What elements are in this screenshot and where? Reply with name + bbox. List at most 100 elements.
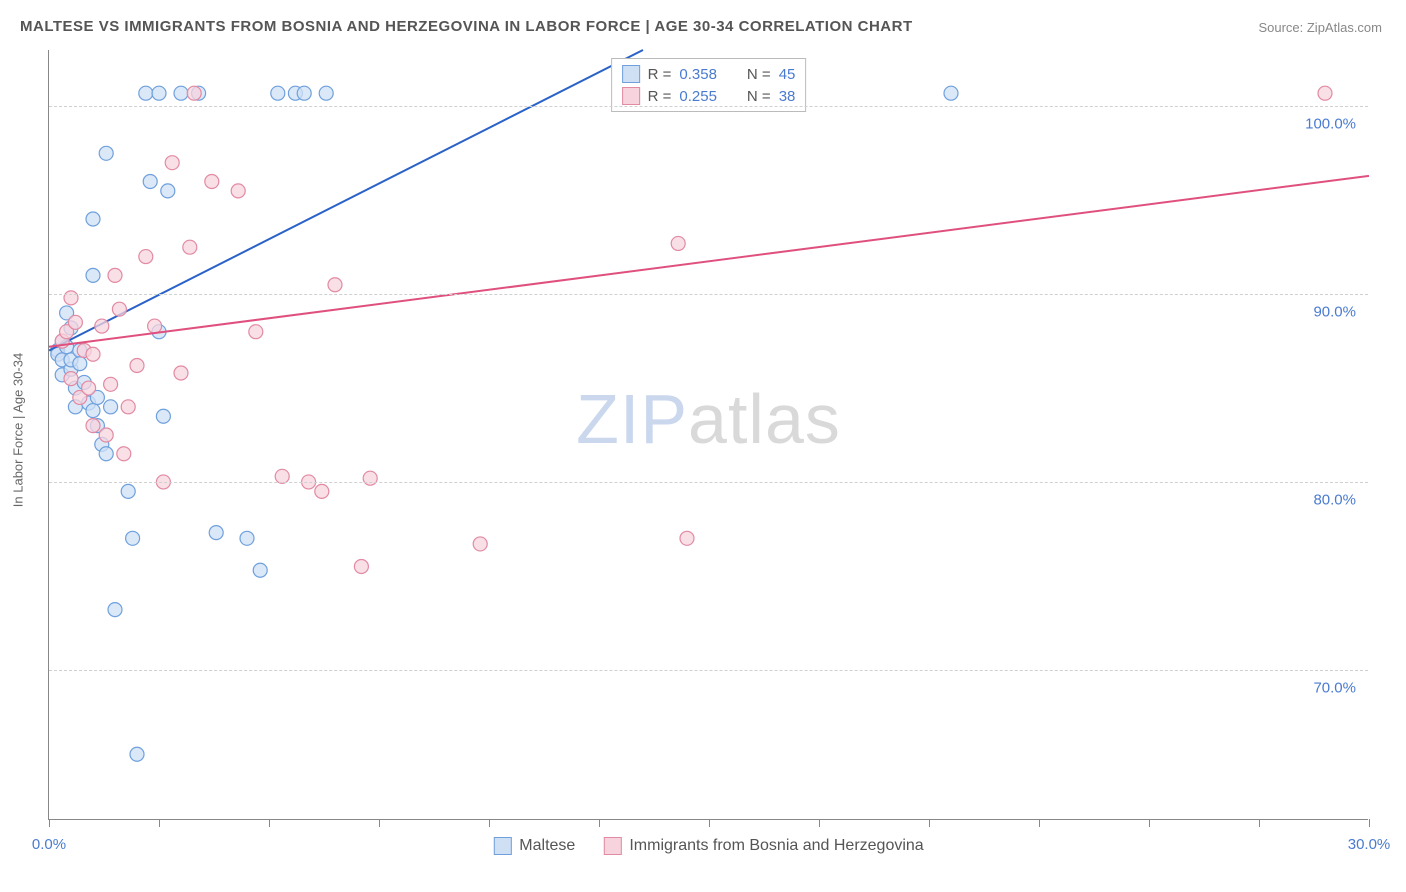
source-value: ZipAtlas.com — [1307, 20, 1382, 35]
trend-line — [49, 176, 1369, 347]
data-point — [671, 236, 685, 250]
data-point — [130, 747, 144, 761]
data-point — [319, 86, 333, 100]
data-point — [680, 531, 694, 545]
data-point — [209, 526, 223, 540]
x-tick — [489, 819, 490, 827]
source-label: Source: — [1258, 20, 1306, 35]
data-point — [112, 302, 126, 316]
data-point — [1318, 86, 1332, 100]
data-point — [240, 531, 254, 545]
legend-n-label: N = — [747, 66, 771, 83]
data-point — [363, 471, 377, 485]
data-point — [68, 315, 82, 329]
data-point — [148, 319, 162, 333]
data-point — [139, 250, 153, 264]
data-point — [86, 268, 100, 282]
data-point — [117, 447, 131, 461]
data-point — [297, 86, 311, 100]
data-point — [86, 347, 100, 361]
data-point — [95, 319, 109, 333]
data-point — [108, 603, 122, 617]
y-tick-label: 100.0% — [1305, 116, 1356, 133]
data-point — [126, 531, 140, 545]
data-point — [231, 184, 245, 198]
data-point — [161, 184, 175, 198]
data-point — [86, 212, 100, 226]
legend-n-label: N = — [747, 88, 771, 105]
x-tick — [1369, 819, 1370, 827]
legend-label: Maltese — [519, 837, 575, 855]
x-tick — [1039, 819, 1040, 827]
data-point — [130, 359, 144, 373]
gridline — [49, 106, 1368, 107]
source-attribution: Source: ZipAtlas.com — [1258, 20, 1382, 35]
legend-r-value: 0.255 — [679, 88, 717, 105]
data-point — [156, 409, 170, 423]
legend-swatch — [622, 87, 640, 105]
legend-item: Maltese — [493, 837, 575, 855]
data-point — [99, 428, 113, 442]
x-tick — [159, 819, 160, 827]
series-legend: Maltese Immigrants from Bosnia and Herzeg… — [493, 837, 923, 855]
x-tick — [269, 819, 270, 827]
data-point — [99, 447, 113, 461]
trend-line — [49, 50, 643, 350]
data-point — [253, 563, 267, 577]
data-point — [249, 325, 263, 339]
legend-n-value: 38 — [779, 88, 796, 105]
y-tick-label: 80.0% — [1313, 491, 1356, 508]
legend-r-label: R = — [648, 88, 672, 105]
data-point — [271, 86, 285, 100]
data-point — [64, 291, 78, 305]
y-tick-label: 70.0% — [1313, 679, 1356, 696]
legend-swatch — [603, 837, 621, 855]
x-tick — [599, 819, 600, 827]
data-point — [473, 537, 487, 551]
data-point — [143, 174, 157, 188]
x-tick — [1259, 819, 1260, 827]
x-tick-label: 30.0% — [1348, 836, 1391, 853]
data-point — [315, 484, 329, 498]
legend-row: R = 0.255 N = 38 — [622, 85, 796, 107]
data-point — [174, 86, 188, 100]
data-point — [205, 174, 219, 188]
gridline — [49, 670, 1368, 671]
legend-r-value: 0.358 — [679, 66, 717, 83]
legend-r-label: R = — [648, 66, 672, 83]
x-tick — [929, 819, 930, 827]
chart-title: MALTESE VS IMMIGRANTS FROM BOSNIA AND HE… — [20, 18, 913, 35]
x-tick — [819, 819, 820, 827]
correlation-legend: R = 0.358 N = 45 R = 0.255 N = 38 — [611, 58, 807, 112]
data-point — [139, 86, 153, 100]
legend-swatch — [493, 837, 511, 855]
data-point — [328, 278, 342, 292]
data-point — [86, 419, 100, 433]
x-tick — [709, 819, 710, 827]
gridline — [49, 294, 1368, 295]
data-point — [86, 404, 100, 418]
data-point — [944, 86, 958, 100]
data-point — [165, 156, 179, 170]
x-tick — [49, 819, 50, 827]
data-point — [174, 366, 188, 380]
data-point — [152, 86, 166, 100]
legend-label: Immigrants from Bosnia and Herzegovina — [629, 837, 923, 855]
data-point — [354, 559, 368, 573]
data-point — [82, 381, 96, 395]
legend-item: Immigrants from Bosnia and Herzegovina — [603, 837, 923, 855]
data-point — [121, 400, 135, 414]
data-point — [99, 146, 113, 160]
data-point — [187, 86, 201, 100]
y-axis-label: In Labor Force | Age 30-34 — [11, 353, 26, 507]
x-tick — [1149, 819, 1150, 827]
data-point — [121, 484, 135, 498]
legend-swatch — [622, 65, 640, 83]
legend-row: R = 0.358 N = 45 — [622, 63, 796, 85]
y-tick-label: 90.0% — [1313, 304, 1356, 321]
plot-area: ZIPatlas R = 0.358N = 45R = 0.255N = 38 … — [48, 50, 1368, 820]
data-point — [64, 372, 78, 386]
data-point — [183, 240, 197, 254]
gridline — [49, 482, 1368, 483]
legend-n-value: 45 — [779, 66, 796, 83]
